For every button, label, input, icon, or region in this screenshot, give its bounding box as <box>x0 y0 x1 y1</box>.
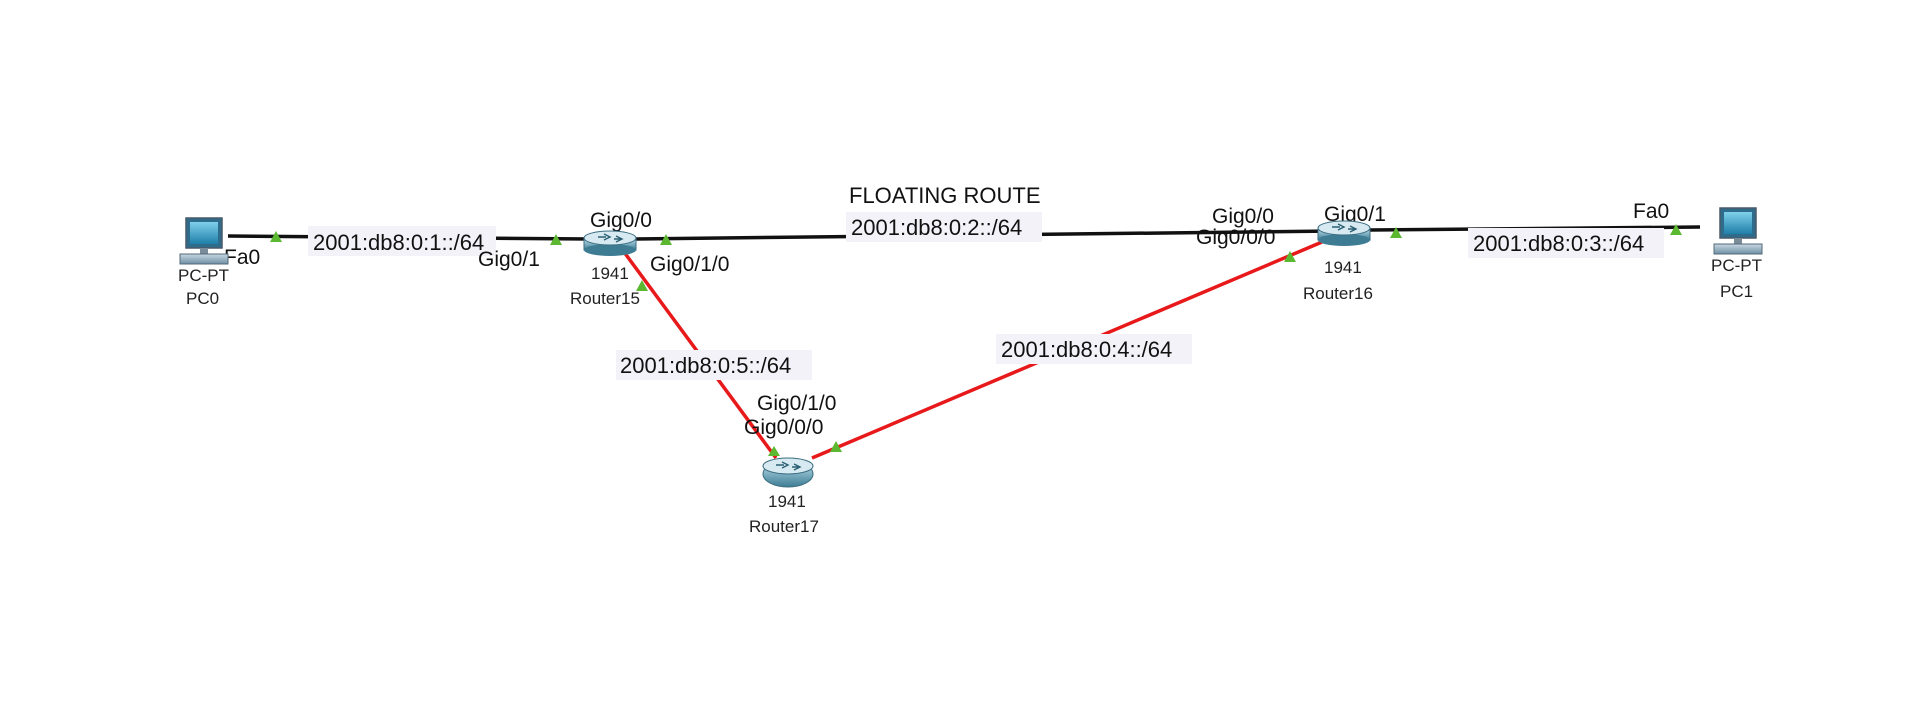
router17-device[interactable]: 1941 Router17 <box>749 457 819 536</box>
port-up-indicator <box>660 234 672 245</box>
port-label-router15-gig0-1-0: Gig0/1/0 <box>650 253 729 276</box>
network-label-net5: 2001:db8:0:5::/64 <box>620 353 791 378</box>
router17-model-label: 1941 <box>768 492 806 511</box>
port-labels: Fa0 Gig0/1 Gig0/0 Gig0/1/0 Gig0/0/0 Gig0… <box>224 200 1669 439</box>
net-label-bg <box>996 334 1192 364</box>
port-label-router15-gig0-0: Gig0/0 <box>590 209 652 232</box>
port-label-router17-gig0-1-0: Gig0/1/0 <box>757 392 836 415</box>
port-label-router15-gig0-1: Gig0/1 <box>478 248 540 271</box>
pc1-name-label: PC1 <box>1720 282 1753 301</box>
port-up-indicator <box>550 234 562 245</box>
port-up-indicator <box>1390 227 1402 238</box>
pc0-device[interactable]: PC-PT PC0 <box>178 217 229 308</box>
floating-route-title: FLOATING ROUTE <box>849 183 1041 208</box>
network-label-net4: 2001:db8:0:4::/64 <box>1001 337 1172 362</box>
port-up-indicator <box>1670 224 1682 235</box>
network-label-net2: 2001:db8:0:2::/64 <box>851 215 1022 240</box>
port-up-indicator <box>830 441 842 452</box>
port-up-indicator <box>636 280 648 291</box>
port-label-router16-gig0-0-0: Gig0/0/0 <box>1196 226 1275 249</box>
router15-name-label: Router15 <box>570 289 640 308</box>
links <box>227 225 1701 460</box>
router15-model-label: 1941 <box>591 264 629 283</box>
net-label-bg <box>616 350 812 380</box>
port-up-indicator <box>1284 251 1296 262</box>
network-label-net1: 2001:db8:0:1::/64 <box>313 230 484 255</box>
router16-device[interactable]: 1941 Router16 <box>1303 220 1373 303</box>
port-up-indicator <box>270 231 282 242</box>
port-label-router17-gig0-0-0: Gig0/0/0 <box>744 416 823 439</box>
net-label-bg <box>308 226 496 256</box>
router15-device[interactable]: 1941 Router15 <box>570 230 640 308</box>
router16-model-label: 1941 <box>1324 258 1362 277</box>
router16-name-label: Router16 <box>1303 284 1373 303</box>
pc-icon <box>1713 207 1763 255</box>
port-label-router16-gig0-0: Gig0/0 <box>1212 205 1274 228</box>
pc0-name-label: PC0 <box>186 289 219 308</box>
port-status-indicators <box>270 224 1682 456</box>
pc1-device[interactable]: PC-PT PC1 <box>1711 207 1763 301</box>
net-label-bg <box>1468 228 1664 258</box>
net-label-bg <box>846 212 1042 242</box>
pc1-model-label: PC-PT <box>1711 256 1762 275</box>
port-label-pc0-fa0: Fa0 <box>224 246 260 269</box>
router-icon <box>583 230 637 256</box>
port-label-pc1-fa0: Fa0 <box>1633 200 1669 223</box>
network-label-net3: 2001:db8:0:3::/64 <box>1473 231 1644 256</box>
pc0-model-label: PC-PT <box>178 266 229 285</box>
router17-name-label: Router17 <box>749 517 819 536</box>
port-up-indicator <box>768 446 780 456</box>
pc-icon <box>179 217 229 265</box>
router-icon <box>762 457 814 488</box>
port-label-router16-gig0-1: Gig0/1 <box>1324 203 1386 226</box>
router-icon <box>1317 220 1371 246</box>
network-labels: 2001:db8:0:1::/64 2001:db8:0:2::/64 2001… <box>308 183 1664 380</box>
